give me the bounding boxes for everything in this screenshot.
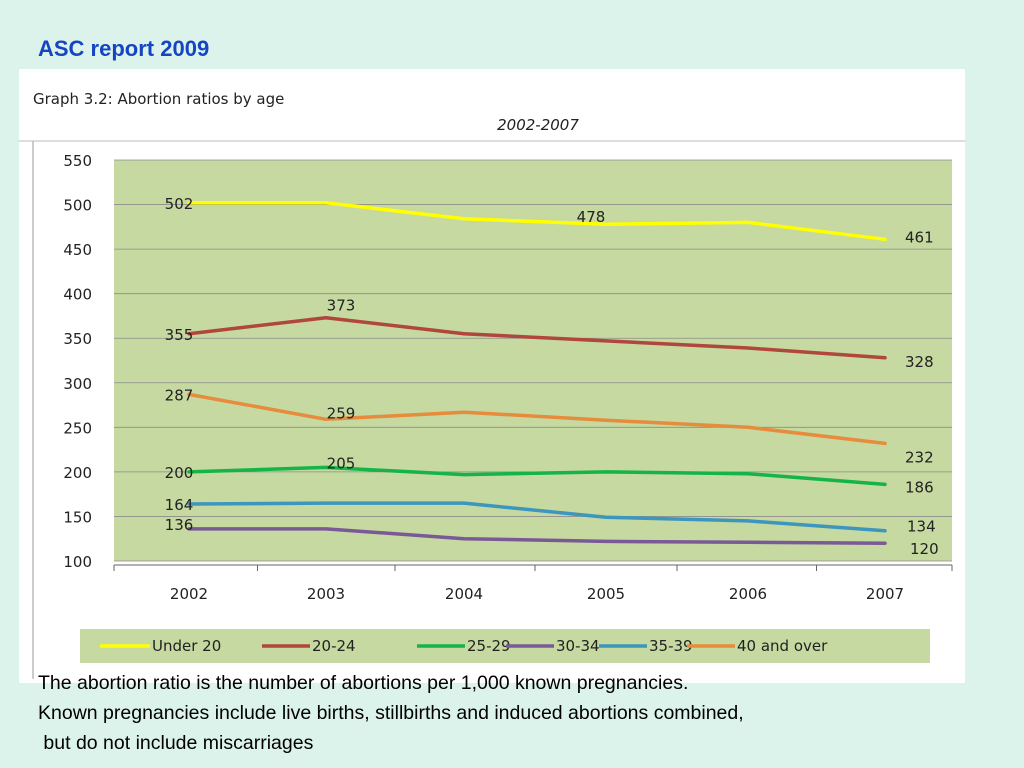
y-tick-label: 200 [63, 464, 92, 482]
series-line [187, 465, 887, 487]
legend-label: 30-34 [556, 637, 600, 655]
chart-title: Graph 3.2: Abortion ratios by age [33, 90, 284, 108]
data-label: 136 [165, 516, 194, 534]
y-tick-label: 350 [63, 330, 92, 348]
caption: The abortion ratio is the number of abor… [38, 668, 1018, 758]
data-label: 120 [910, 540, 939, 558]
data-label: 287 [165, 386, 194, 404]
x-tick-label: 2003 [307, 585, 345, 603]
series-line [187, 201, 887, 242]
series-line [187, 392, 887, 446]
caption-line: but do not include miscarriages [38, 732, 314, 754]
series-line [187, 501, 887, 533]
y-tick-label: 450 [63, 241, 92, 259]
x-tick-label: 2007 [866, 585, 904, 603]
data-label: 164 [165, 496, 194, 514]
y-tick-label: 550 [63, 152, 92, 170]
chart-panel: Graph 3.2: Abortion ratios by age 2002-20… [19, 69, 965, 683]
y-tick-label: 300 [63, 375, 92, 393]
data-label: 205 [327, 454, 356, 472]
data-label: 232 [905, 448, 934, 466]
y-tick-label: 500 [63, 197, 92, 215]
slide-title: ASC report 2009 [38, 36, 210, 61]
data-label: 134 [907, 518, 936, 536]
data-label: 328 [905, 353, 934, 371]
y-tick-label: 250 [63, 419, 92, 437]
legend-label: Under 20 [152, 637, 221, 655]
x-tick-label: 2006 [729, 585, 767, 603]
x-tick-label: 2005 [587, 585, 625, 603]
plot-area [114, 160, 952, 561]
x-tick-label: 2004 [445, 585, 483, 603]
series-line [187, 527, 887, 545]
caption-line: The abortion ratio is the number of abor… [38, 672, 689, 694]
x-tick-label: 2002 [170, 585, 208, 603]
data-label: 259 [327, 404, 356, 422]
legend-box [80, 629, 930, 663]
legend-label: 40 and over [737, 637, 828, 655]
data-label: 478 [577, 208, 606, 226]
data-label: 461 [905, 228, 934, 246]
caption-line: Known pregnancies include live births, s… [38, 702, 744, 724]
series-line [187, 315, 887, 360]
legend-label: 35-39 [649, 637, 693, 655]
chart-subtitle: 2002-2007 [497, 116, 579, 134]
data-label: 186 [905, 478, 934, 496]
data-label: 502 [165, 195, 194, 213]
data-label: 200 [165, 464, 194, 482]
y-tick-label: 400 [63, 286, 92, 304]
y-tick-label: 150 [63, 508, 92, 526]
legend-label: 25-29 [467, 637, 511, 655]
legend-label: 20-24 [312, 637, 356, 655]
data-label: 373 [327, 297, 356, 315]
line-chart: Graph 3.2: Abortion ratios by age 2002-20… [19, 90, 965, 679]
data-label: 355 [165, 326, 194, 344]
y-tick-label: 100 [63, 553, 92, 571]
